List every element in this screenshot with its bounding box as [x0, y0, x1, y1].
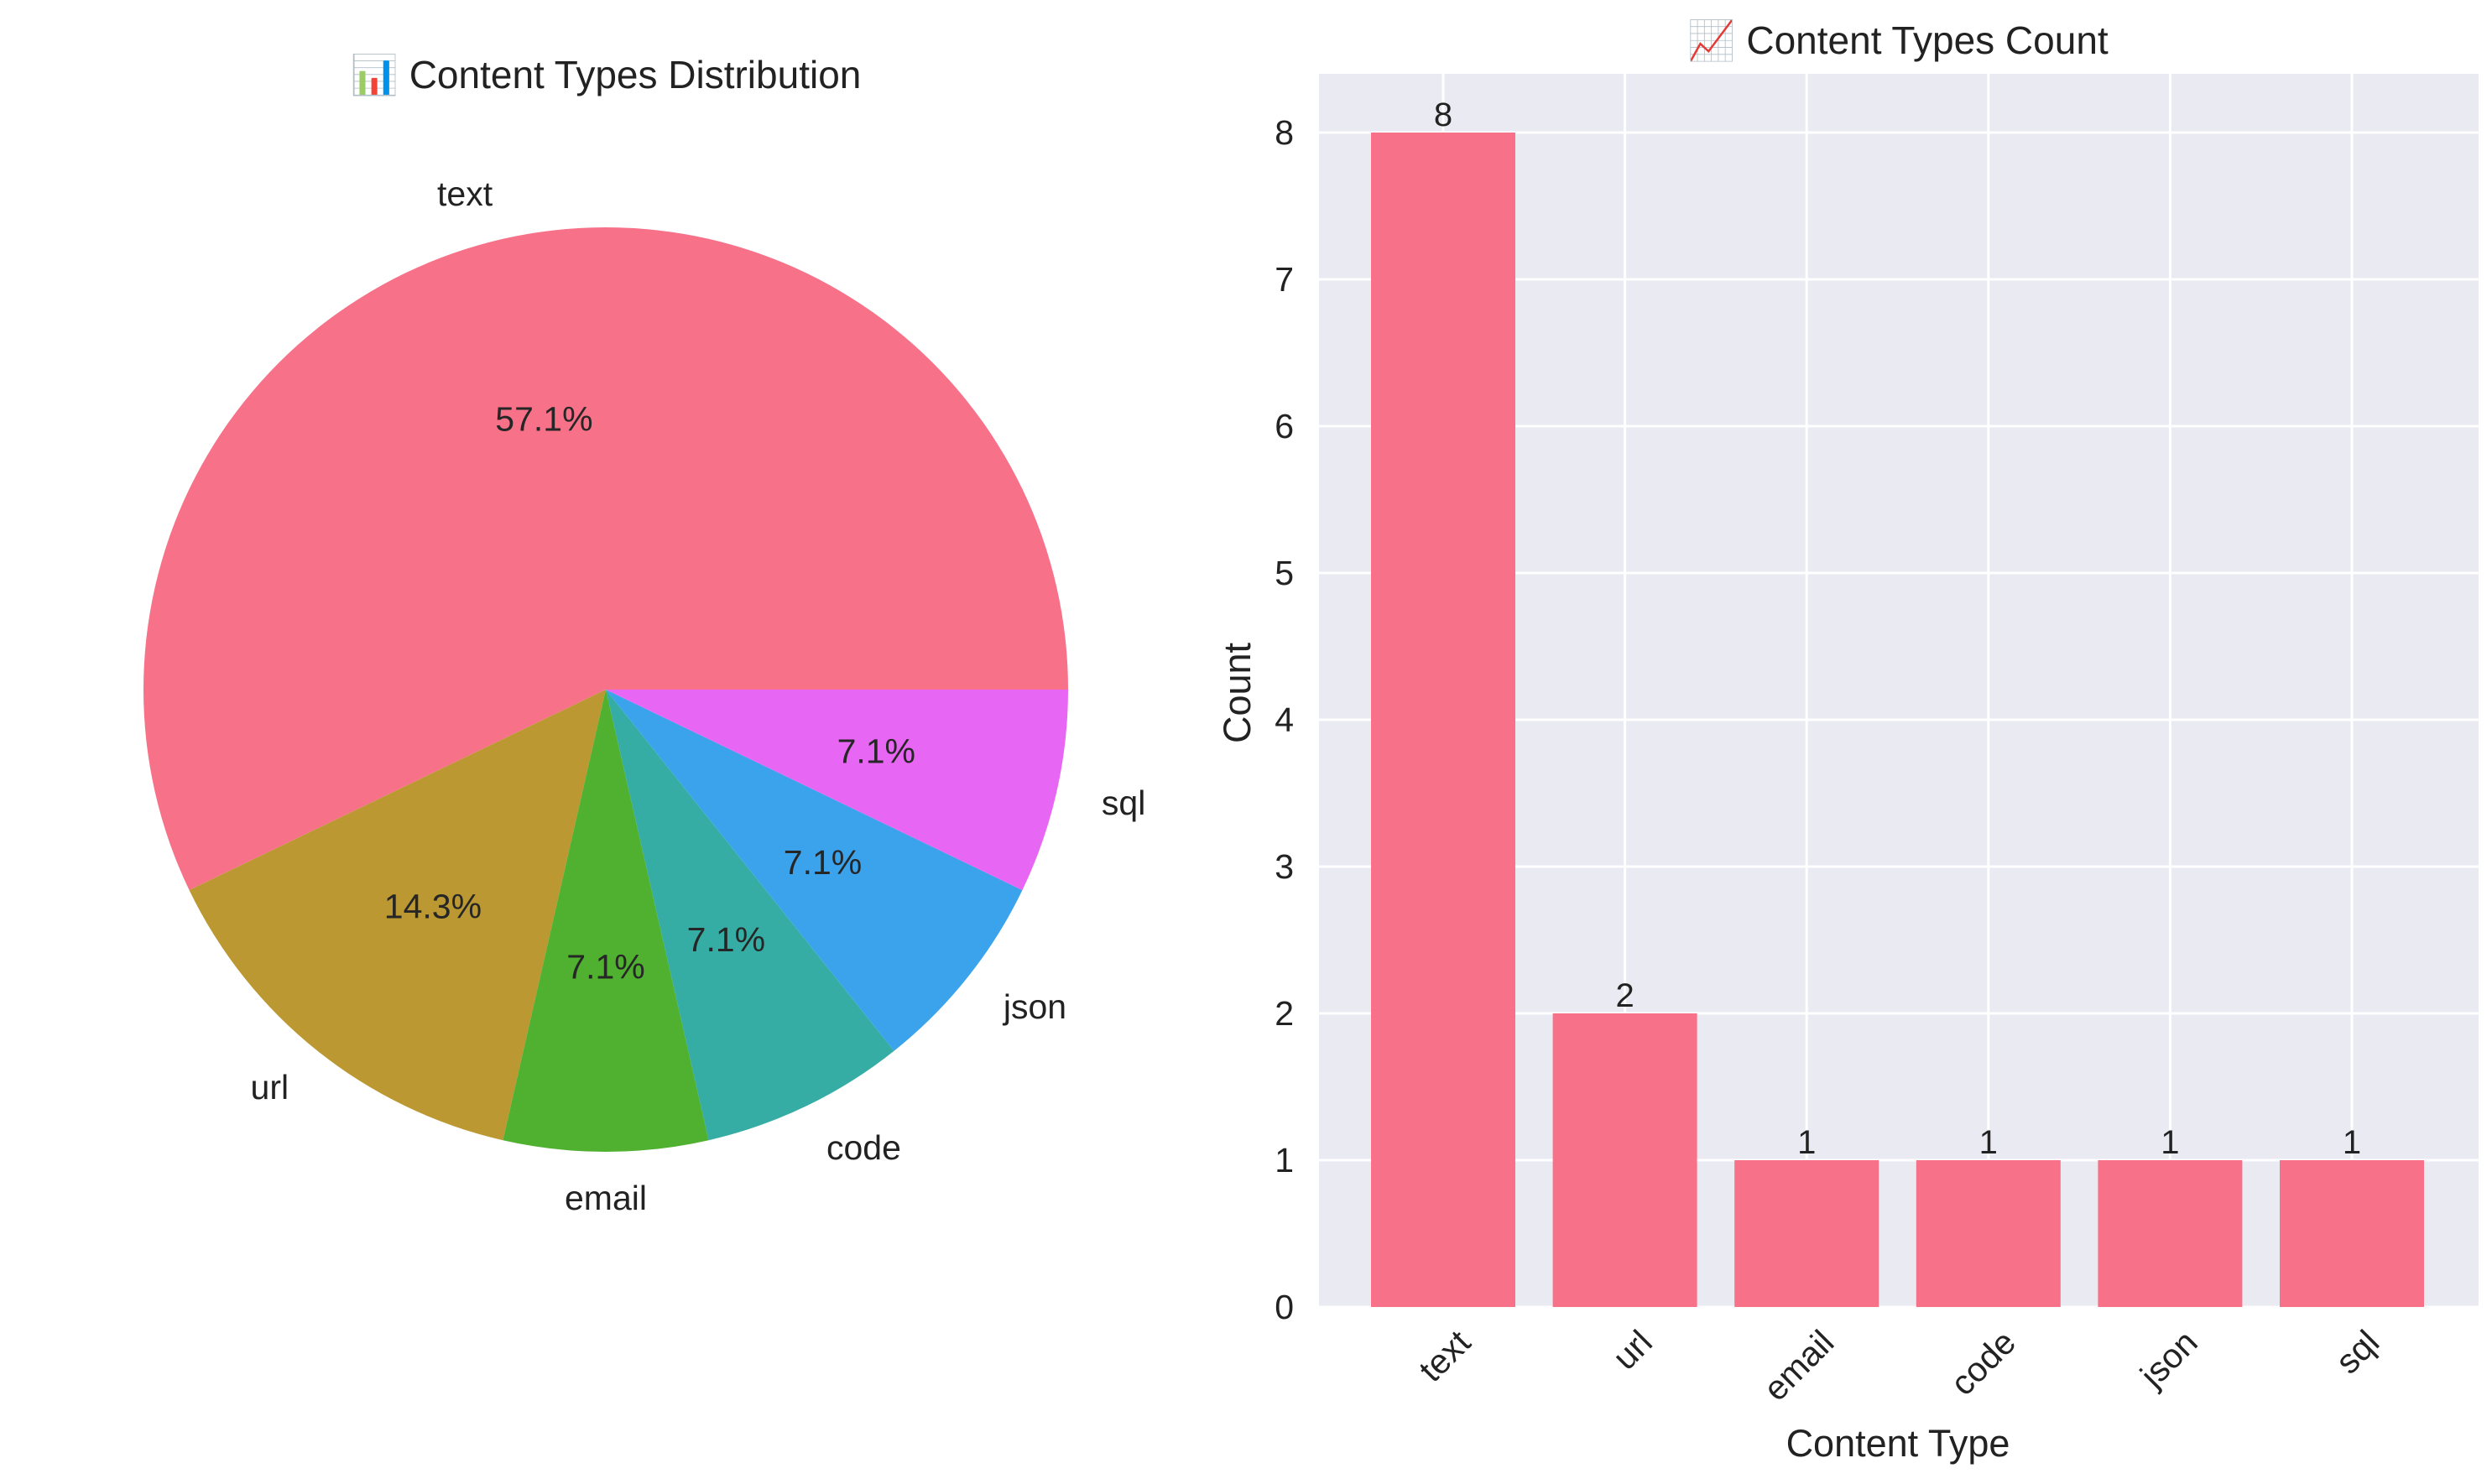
y-axis-label: Count	[1216, 642, 1259, 743]
pie-percent-text: 57.1%	[495, 400, 592, 439]
bar-value-url: 2	[1615, 977, 1634, 1014]
x-tick-labels: text url email code json sql	[1411, 1322, 2386, 1408]
bar-chart: 📈 Content Types Count 8 2 1 1 1 1 0 1 2 3 4 5 6 7 8 t…	[1216, 18, 2479, 1465]
y-tick-5: 5	[1275, 554, 1294, 592]
pie-slice-email	[503, 690, 709, 1153]
pie-label-text: text	[437, 174, 493, 213]
x-tick-code: code	[1943, 1323, 2023, 1403]
pie-percent-code: 7.1%	[687, 920, 765, 959]
pie-label-code: code	[826, 1128, 901, 1167]
bar-json	[2098, 1160, 2243, 1307]
pie-slice-code	[606, 690, 894, 1141]
pie-slice-json	[606, 690, 1023, 1051]
y-tick-4: 4	[1275, 700, 1294, 739]
pie-slice-sql	[606, 690, 1068, 891]
pie-percent-sql: 7.1%	[837, 732, 915, 771]
bar-value-email: 1	[1797, 1124, 1816, 1161]
bar-value-text: 8	[1434, 96, 1452, 133]
pie-percent-json: 7.1%	[784, 843, 862, 882]
y-tick-1: 1	[1275, 1141, 1294, 1179]
x-tick-json: json	[2132, 1323, 2204, 1395]
pie-slice-url	[189, 690, 606, 1141]
bars	[1371, 133, 2424, 1307]
pie-chart-title: 📊 Content Types Distribution	[351, 53, 862, 97]
bar-value-sql: 1	[2343, 1124, 2361, 1161]
x-tick-sql: sql	[2328, 1323, 2387, 1382]
x-tick-url: url	[1605, 1323, 1660, 1377]
pie-label-email: email	[565, 1179, 647, 1217]
bar-email	[1734, 1160, 1879, 1307]
y-tick-6: 6	[1275, 407, 1294, 445]
bar-value-labels: 8 2 1 1 1 1	[1434, 96, 2361, 1161]
pie-percent-email: 7.1%	[566, 948, 644, 987]
pie-chart: 📊 Content Types Distribution text 57.1% ur…	[143, 53, 1145, 1217]
x-tick-email: email	[1756, 1323, 1842, 1408]
pie-slice-text	[143, 227, 1068, 891]
x-tick-text: text	[1411, 1322, 1478, 1389]
pie-label-sql: sql	[1102, 784, 1145, 822]
y-tick-8: 8	[1275, 113, 1294, 152]
y-tick-2: 2	[1275, 994, 1294, 1033]
pie-label-url: url	[251, 1068, 289, 1106]
bar-chart-title: 📈 Content Types Count	[1687, 18, 2109, 63]
y-tick-labels: 0 1 2 3 4 5 6 7 8	[1275, 113, 1294, 1326]
bar-value-code: 1	[1979, 1124, 1998, 1161]
x-axis-label: Content Type	[1786, 1422, 2010, 1465]
y-tick-3: 3	[1275, 847, 1294, 886]
bar-url	[1552, 1013, 1697, 1307]
pie-labels: text 57.1% url 14.3% email 7.1% code 7.1% json 7.…	[251, 174, 1146, 1217]
bar-sql	[2280, 1160, 2424, 1307]
bar-text	[1371, 133, 1515, 1307]
pie-slices	[143, 227, 1068, 1153]
y-tick-0: 0	[1275, 1288, 1294, 1326]
bar-code	[1916, 1160, 2061, 1307]
bar-value-json: 1	[2161, 1124, 2179, 1161]
pie-percent-url: 14.3%	[384, 888, 482, 926]
pie-label-json: json	[1003, 987, 1066, 1026]
y-tick-7: 7	[1275, 260, 1294, 299]
